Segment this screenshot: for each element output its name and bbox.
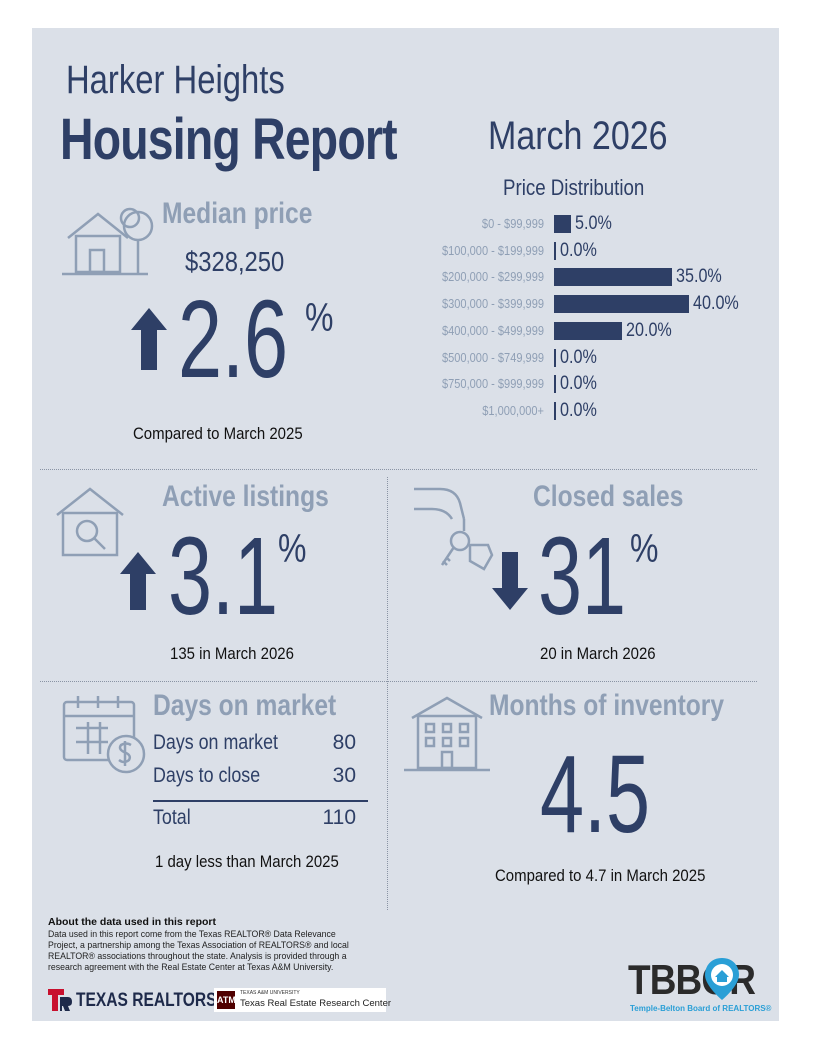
price-bin-bar bbox=[554, 268, 673, 287]
about-heading: About the data used in this report bbox=[48, 916, 217, 928]
active-listings-unit: % bbox=[278, 527, 307, 571]
price-bin-label: $500,000 - $749,999 bbox=[442, 349, 544, 365]
price-bin-bar bbox=[554, 348, 556, 367]
texas-realtors-logo-icon bbox=[48, 989, 72, 1011]
months-inventory-value: 4.5 bbox=[540, 733, 651, 856]
days-on-market-caption: 1 day less than March 2025 bbox=[155, 852, 339, 871]
total-label: Total bbox=[153, 806, 191, 829]
median-price-title: Median price bbox=[162, 197, 313, 230]
median-price-unit: % bbox=[305, 296, 334, 340]
price-bin-bar bbox=[554, 241, 556, 260]
period-title: March 2026 bbox=[488, 114, 668, 158]
price-bin-value: 0.0% bbox=[560, 239, 597, 261]
hand-keys-icon bbox=[414, 487, 494, 571]
closed-sales-change: 31 bbox=[538, 515, 627, 638]
price-bin-label: $0 - $99,999 bbox=[481, 216, 544, 231]
closed-sales-title: Closed sales bbox=[533, 480, 684, 513]
tamu-logo: ATM TEXAS A&M UNIVERSITY Texas Real Esta… bbox=[214, 988, 391, 1012]
report-title: Housing Report bbox=[60, 107, 398, 172]
arrow-down-icon bbox=[492, 552, 528, 610]
price-bin-label: $200,000 - $299,999 bbox=[442, 269, 544, 285]
price-bin-value: 0.0% bbox=[560, 399, 597, 421]
active-listings-change: 3.1 bbox=[168, 515, 279, 638]
price-bin-label: $400,000 - $499,999 bbox=[442, 322, 544, 338]
price-bin-label: $300,000 - $399,999 bbox=[442, 296, 544, 312]
tamu-small-text: TEXAS A&M UNIVERSITY bbox=[240, 990, 300, 996]
months-inventory-title: Months of inventory bbox=[489, 689, 725, 722]
median-price-change: 2.6 bbox=[178, 278, 289, 401]
price-bin-bar bbox=[554, 215, 571, 233]
price-bin-bar bbox=[554, 401, 556, 420]
days-on-market-title: Days on market bbox=[153, 689, 337, 722]
months-inventory-caption: Compared to 4.7 in March 2025 bbox=[495, 866, 706, 885]
tamu-logo-icon: ATM bbox=[217, 991, 236, 1009]
price-bin-value: 0.0% bbox=[560, 373, 597, 395]
median-price-caption: Compared to March 2025 bbox=[133, 424, 303, 443]
about-text: Data used in this report come from the T… bbox=[48, 929, 349, 973]
price-bin-bar bbox=[554, 321, 622, 340]
price-bin-value: 5.0% bbox=[574, 213, 612, 234]
price-bin-label: $750,000 - $999,999 bbox=[442, 376, 544, 392]
house-tree-icon bbox=[62, 207, 154, 276]
price-bin-value: 40.0% bbox=[693, 293, 739, 315]
dom-row-label: Days on market bbox=[153, 731, 279, 754]
closed-sales-unit: % bbox=[630, 527, 659, 571]
total-value: 110 bbox=[322, 806, 356, 829]
closed-sales-caption: 20 in March 2026 bbox=[540, 644, 656, 663]
divider-middle bbox=[40, 681, 757, 682]
report-panel bbox=[32, 28, 779, 1021]
tbbor-subtitle: Temple-Belton Board of REALTORS® bbox=[630, 1004, 772, 1013]
arrow-up-icon bbox=[120, 552, 156, 610]
calendar-dollar-icon bbox=[62, 696, 146, 774]
divider-top bbox=[40, 469, 757, 470]
price-bin-bar bbox=[554, 375, 556, 394]
house-search-icon bbox=[56, 487, 124, 557]
city-title: Harker Heights bbox=[66, 58, 285, 102]
dom-row-value: 80 bbox=[332, 731, 356, 754]
divider-vertical bbox=[387, 477, 388, 910]
map-pin-house-icon bbox=[705, 958, 739, 1000]
price-bin-label: $100,000 - $199,999 bbox=[442, 242, 544, 258]
active-listings-caption: 135 in March 2026 bbox=[170, 644, 294, 663]
arrow-up-icon bbox=[131, 308, 167, 370]
price-distribution-title: Price Distribution bbox=[503, 175, 645, 200]
price-bin-value: 0.0% bbox=[560, 346, 597, 368]
price-bin-label: $1,000,000+ bbox=[482, 402, 544, 418]
active-listings-title: Active listings bbox=[162, 480, 329, 513]
price-bin-value: 20.0% bbox=[625, 319, 672, 341]
dtc-row-value: 30 bbox=[332, 764, 356, 787]
texas-realtors-logo: TEXAS REALTORS bbox=[76, 990, 217, 1011]
tamu-center-text: Texas Real Estate Research Center bbox=[240, 998, 392, 1009]
price-bin-value: 35.0% bbox=[676, 266, 722, 288]
total-rule bbox=[153, 800, 368, 802]
apartment-building-icon bbox=[404, 696, 490, 772]
median-price-value: $328,250 bbox=[185, 246, 285, 277]
price-bin-bar bbox=[554, 295, 689, 314]
dtc-row-label: Days to close bbox=[153, 764, 261, 787]
